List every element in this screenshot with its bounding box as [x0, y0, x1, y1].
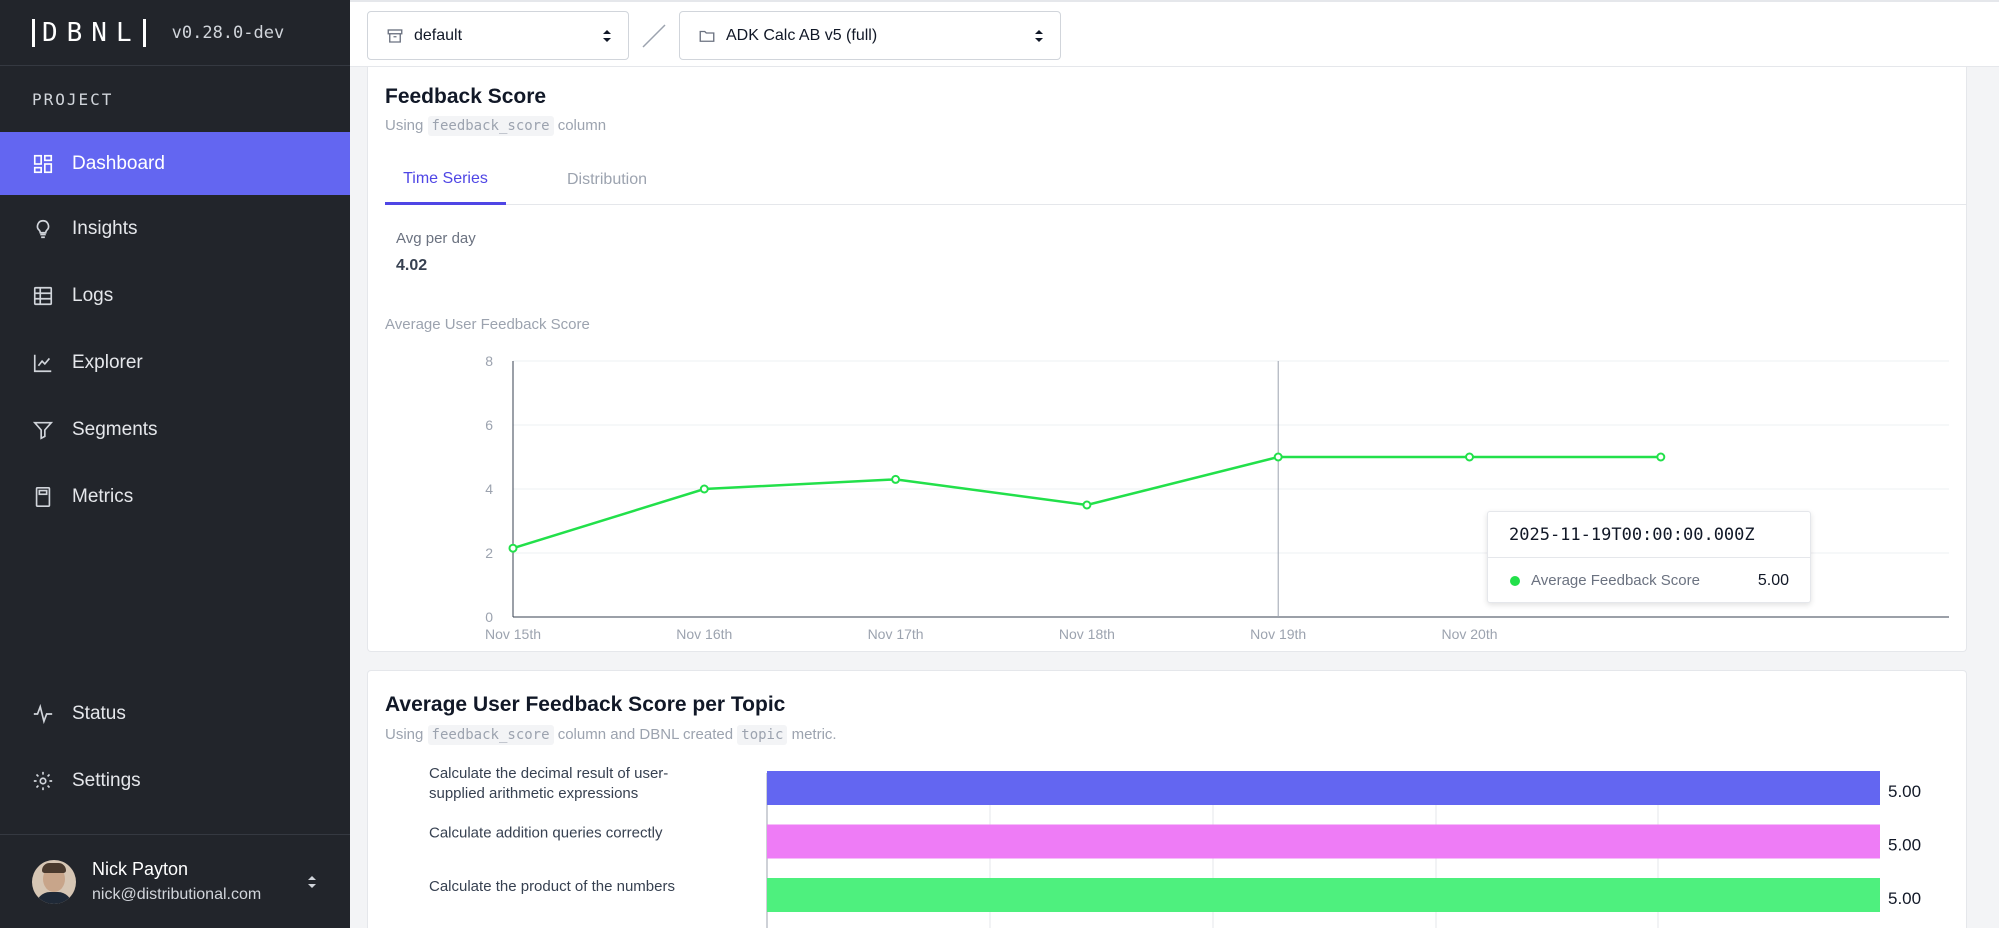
dashboard-icon — [32, 153, 54, 175]
data-point — [508, 543, 518, 553]
tab-distribution[interactable]: Distribution — [566, 171, 648, 188]
y-tick-label: 0 — [485, 609, 493, 625]
sidebar-item-metrics[interactable]: Metrics — [0, 463, 350, 530]
calculator-icon — [32, 486, 54, 508]
sidebar-item-settings[interactable]: Settings — [0, 747, 350, 814]
kpi-label: Avg per day — [396, 230, 476, 247]
chevron-updown-icon — [1035, 30, 1043, 42]
activity-icon — [32, 703, 54, 725]
tab-time-series[interactable]: Time Series — [385, 155, 506, 205]
bar — [767, 878, 1880, 912]
x-tick-label: Nov 19th — [1250, 626, 1306, 642]
y-tick-label: 4 — [485, 481, 493, 497]
y-tick-label: 6 — [485, 417, 493, 433]
logo[interactable]: DBNL — [32, 18, 146, 47]
data-point — [1656, 452, 1666, 462]
data-point — [891, 474, 901, 484]
chart-tooltip: 2025-11-19T00:00:00.000Z Average Feedbac… — [1487, 511, 1811, 603]
separator-slash — [642, 24, 666, 48]
sidebar-item-label: Status — [72, 702, 126, 724]
archive-icon — [387, 28, 403, 43]
feedback-score-card: Feedback Score Using feedback_score colu… — [367, 67, 1967, 652]
user-menu[interactable]: Nick Payton nick@distributional.com — [0, 834, 350, 928]
user-email: nick@distributional.com — [92, 886, 262, 903]
card-subtitle: Using feedback_score column — [385, 116, 607, 136]
x-tick-label: Nov 18th — [1059, 626, 1115, 642]
x-tick-label: Nov 20th — [1441, 626, 1497, 642]
sidebar-item-status[interactable]: Status — [0, 680, 350, 747]
sidebar-item-dashboard[interactable]: Dashboard — [0, 132, 350, 195]
project-select[interactable]: ADK Calc AB v5 (full) — [679, 11, 1061, 60]
folder-icon — [699, 30, 715, 42]
version-label: v0.28.0-dev — [171, 22, 285, 43]
bar-chart[interactable]: 5.00 Calculate the decimal result of user… — [368, 671, 1968, 928]
project-section-label: PROJECT — [32, 89, 114, 109]
y-tick-label: 2 — [485, 545, 493, 561]
x-tick-label: Nov 15th — [485, 626, 541, 642]
sidebar-item-segments[interactable]: Segments — [0, 396, 350, 463]
sidebar-item-explorer[interactable]: Explorer — [0, 329, 350, 396]
avatar — [32, 859, 76, 904]
brand-bar: DBNL v0.28.0-dev — [0, 0, 350, 66]
kpi-value: 4.02 — [396, 257, 428, 274]
metric-code: topic — [737, 725, 788, 745]
bar-value-label: 5.00 — [1888, 889, 1921, 908]
sidebar-item-label: Metrics — [72, 485, 134, 507]
tooltip-series: Average Feedback Score — [1531, 572, 1700, 589]
filter-icon — [32, 419, 54, 441]
x-tick-label: Nov 17th — [868, 626, 924, 642]
line-chart-icon — [32, 352, 54, 374]
bar — [767, 771, 1880, 805]
chevron-updown-icon — [603, 30, 611, 42]
gear-icon — [32, 770, 54, 792]
sidebar-item-label: Explorer — [72, 351, 143, 373]
user-name: Nick Payton — [92, 859, 189, 879]
category-label: Calculate the decimal result of user- — [429, 765, 668, 782]
card-title: Average User Feedback Score per Topic — [385, 693, 786, 716]
data-point — [1082, 500, 1092, 510]
x-tick-label: Nov 16th — [676, 626, 732, 642]
column-code: feedback_score — [427, 725, 554, 745]
bar-value-label: 5.00 — [1888, 782, 1921, 801]
tooltip-value: 5.00 — [1757, 571, 1789, 589]
namespace-select[interactable]: default — [367, 11, 629, 60]
chart-title: Average User Feedback Score — [385, 316, 590, 333]
y-tick-label: 8 — [485, 353, 493, 369]
series-dot — [1510, 575, 1520, 586]
card-title: Feedback Score — [385, 85, 547, 108]
tooltip-row: Average Feedback Score 5.00 — [1488, 558, 1810, 603]
chart-tabs: Time Series Distribution — [385, 155, 1967, 205]
table-icon — [32, 285, 54, 307]
line-chart[interactable]: 0 2 4 6 8 Nov 15th Nov 16th Nov 17th Nov 18th Nov… — [368, 67, 1968, 652]
chevron-updown-icon[interactable] — [306, 873, 318, 891]
sidebar: DBNL v0.28.0-dev PROJECT Dashboard Insig… — [0, 0, 350, 928]
sidebar-item-label: Settings — [72, 769, 141, 791]
data-point — [699, 484, 709, 494]
data-point — [1465, 452, 1474, 462]
project-value: ADK Calc AB v5 (full) — [726, 26, 878, 44]
sidebar-item-insights[interactable]: Insights — [0, 195, 350, 262]
lightbulb-icon — [32, 218, 54, 240]
category-label: Calculate addition queries correctly — [429, 825, 663, 842]
bar — [767, 824, 1880, 859]
sidebar-item-label: Insights — [72, 217, 138, 239]
sidebar-item-label: Segments — [72, 418, 158, 440]
sidebar-bottom-nav: Status Settings — [0, 680, 350, 814]
column-code: feedback_score — [427, 116, 554, 136]
bar-value-label: 5.00 — [1888, 836, 1921, 855]
data-point — [1273, 452, 1283, 462]
category-label: Calculate the product of the numbers — [429, 878, 675, 895]
topbar: default ADK Calc AB v5 (full) — [350, 0, 1999, 67]
topic-score-card: Average User Feedback Score per Topic Us… — [367, 670, 1967, 928]
sidebar-item-logs[interactable]: Logs — [0, 262, 350, 329]
sidebar-item-label: Dashboard — [72, 152, 165, 174]
card-subtitle: Using feedback_score column and DBNL cre… — [385, 725, 837, 745]
tooltip-title: 2025-11-19T00:00:00.000Z — [1488, 512, 1810, 558]
sidebar-item-label: Logs — [72, 284, 114, 306]
namespace-value: default — [414, 26, 463, 44]
category-label: supplied arithmetic expressions — [429, 785, 638, 802]
